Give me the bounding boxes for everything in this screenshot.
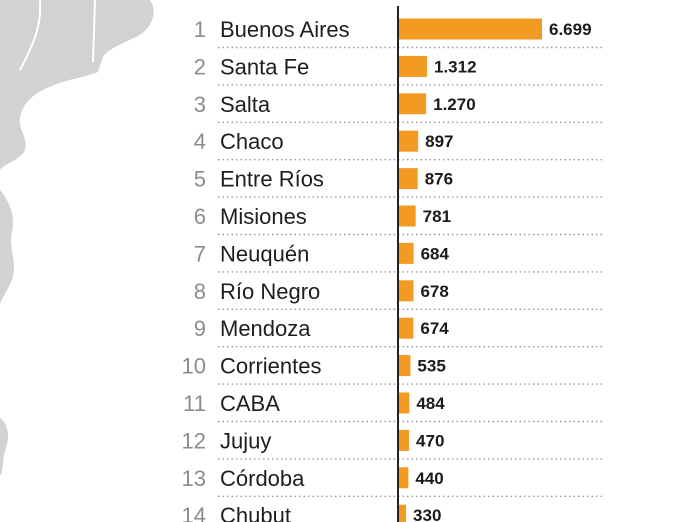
bar [399,392,410,414]
category-label: Entre Ríos [220,167,324,192]
bar [399,467,409,489]
bar [399,504,407,522]
rank-label: 9 [194,316,206,341]
value-label: 6.699 [549,20,592,39]
category-label: CABA [220,391,280,416]
bar [399,429,410,451]
bar [399,18,542,40]
value-label: 897 [425,132,453,151]
bar [399,55,428,77]
map-region-south [0,418,8,476]
bar [399,130,419,152]
category-label: Neuquén [220,241,309,266]
value-label: 330 [413,506,441,522]
rank-label: 10 [182,354,206,379]
category-label: Misiones [220,204,307,229]
rank-label: 6 [194,204,206,229]
rank-label: 3 [194,92,206,117]
bar [399,317,414,339]
bar [399,355,411,377]
category-label: Córdoba [220,466,305,491]
category-label: Chaco [220,129,284,154]
category-label: Jujuy [220,428,271,453]
chart-rows: 1 Buenos Aires 6.699 2 Santa Fe 1.312 3 Salta 1.… [182,17,602,522]
rank-label: 1 [194,17,206,42]
value-label: 484 [416,394,445,413]
rank-label: 11 [183,391,206,416]
rank-label: 8 [194,279,206,304]
value-label: 876 [425,170,453,189]
value-label: 781 [423,207,451,226]
category-label: Corrientes [220,354,321,379]
value-label: 535 [417,357,445,376]
category-label: Santa Fe [220,54,309,79]
value-label: 440 [415,469,443,488]
map-border-lines [19,0,96,71]
rank-label: 13 [182,466,206,491]
bar [399,93,427,115]
rank-label: 7 [194,241,206,266]
value-label: 470 [416,431,444,450]
bar [399,242,414,264]
value-label: 684 [421,244,450,263]
bar [399,280,414,302]
category-label: Río Negro [220,279,320,304]
value-label: 674 [420,319,449,338]
category-label: Salta [220,92,271,117]
rank-label: 14 [182,503,206,522]
value-label: 678 [420,282,448,301]
rank-label: 5 [194,167,206,192]
bar [399,168,418,190]
map-region-coast [0,190,14,306]
rank-label: 2 [194,54,206,79]
category-label: Buenos Aires [220,17,350,42]
rank-label: 12 [182,428,206,453]
map-region-north [0,0,154,170]
value-label: 1.270 [433,95,476,114]
value-label: 1.312 [434,57,477,76]
rank-label: 4 [194,129,206,154]
bar [399,205,416,227]
category-label: Mendoza [220,316,311,341]
category-label: Chubut [220,503,291,522]
